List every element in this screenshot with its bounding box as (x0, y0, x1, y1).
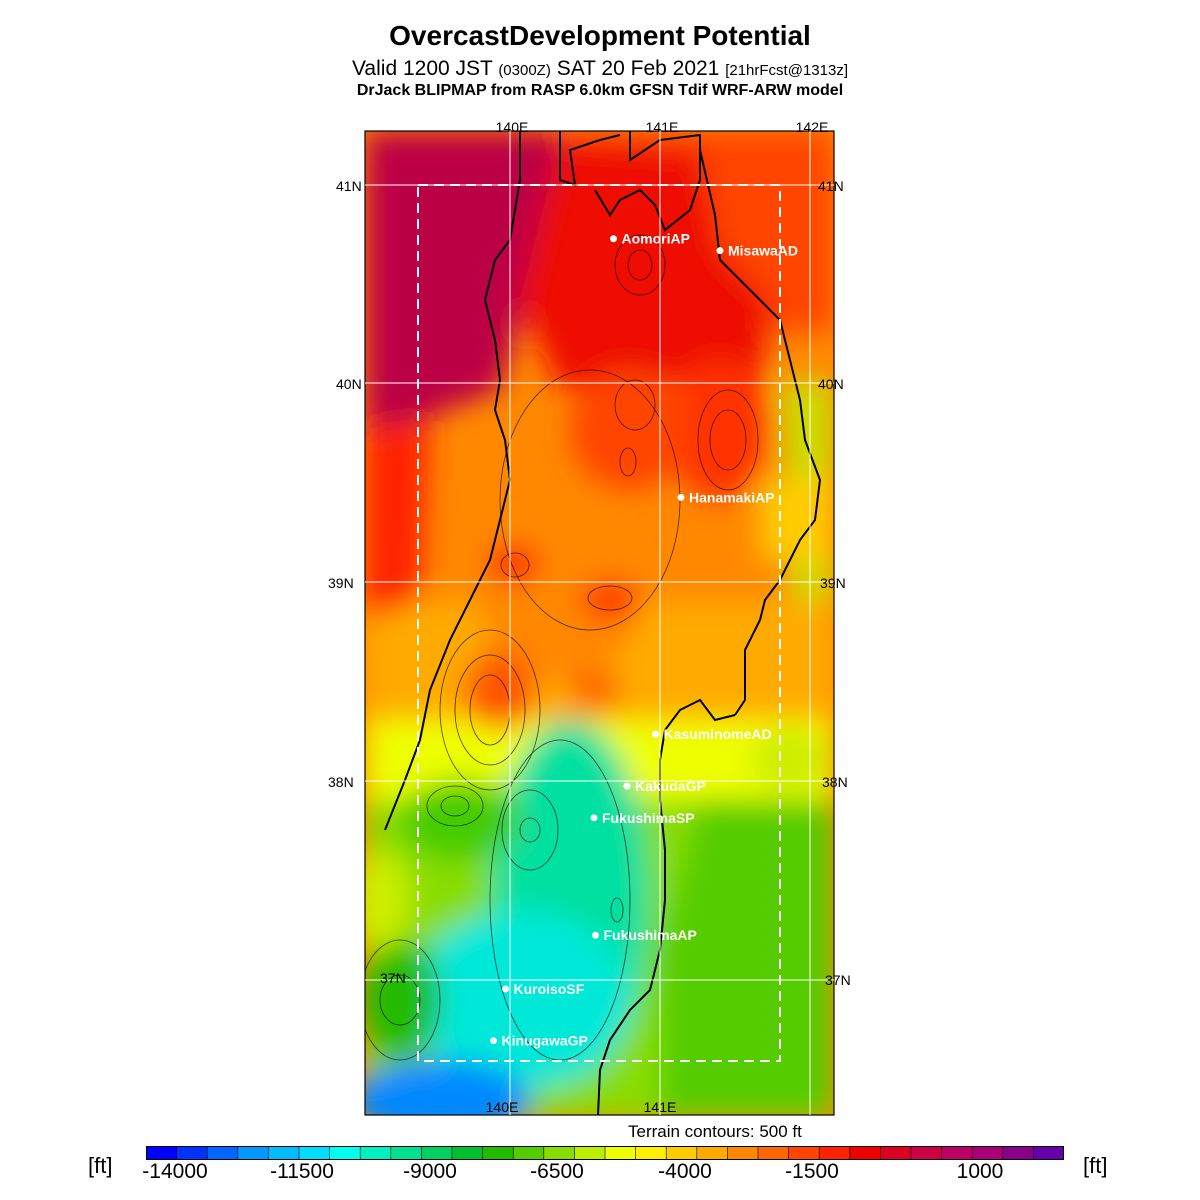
forecast-info: [21hrFcst@1313z] (725, 62, 848, 79)
colorbar-swatch (390, 1146, 422, 1160)
colorbar-swatch (1033, 1146, 1064, 1160)
station-marker (623, 782, 631, 790)
colorbar-swatch (1002, 1146, 1034, 1160)
station-label: KasuminomeAD (664, 726, 772, 742)
colorbar-swatch (696, 1146, 728, 1160)
colorbar-tick-label: -1500 (785, 1160, 839, 1183)
station-marker (592, 931, 599, 939)
colorbar-swatch (635, 1146, 667, 1160)
colorbar-swatch (329, 1146, 361, 1160)
valid-time: Valid 1200 JST (351, 57, 493, 80)
lat-label-left: 37N (380, 970, 406, 986)
colorbar-swatch (360, 1146, 392, 1160)
colorbar-tick-label: -11500 (270, 1160, 334, 1183)
colorbar-tick-label: -6500 (530, 1160, 584, 1183)
lon-label-bottom: 140E (486, 1099, 519, 1115)
lat-label-left: 39N (328, 575, 354, 591)
colorbar-swatch (819, 1146, 851, 1160)
lat-label-right: 39N (820, 575, 846, 591)
lat-label-left: 41N (336, 178, 362, 194)
lat-label-right: 37N (825, 972, 851, 988)
station-label: AomoriAP (622, 231, 690, 247)
lon-label-top: 141E (646, 119, 679, 135)
station-label: KuroisoSF (514, 981, 585, 997)
utc-time: (0300Z) (498, 62, 551, 79)
station-label: KinugawaGP (502, 1033, 588, 1049)
colorbar-swatch (574, 1146, 606, 1160)
colorbar-swatch (911, 1146, 943, 1160)
colorbar-unit-left: [ft] (88, 1153, 113, 1178)
station-label: KakudaGP (635, 778, 706, 794)
colorbar-tick-label: -14000 (142, 1160, 208, 1183)
colorbar-swatch (972, 1146, 1004, 1160)
colorbar-swatch (543, 1146, 575, 1160)
station-marker (677, 493, 685, 501)
station-marker (652, 730, 659, 738)
lat-label-right: 40N (818, 376, 844, 392)
lon-label-top: 140E (496, 119, 529, 135)
station-marker (716, 247, 724, 255)
lat-label-left: 38N (328, 774, 354, 790)
colorbar-swatch (513, 1146, 545, 1160)
lon-label-bottom: 141E (644, 1099, 677, 1115)
model-description: DrJack BLIPMAP from RASP 6.0km GFSN Tdif… (356, 82, 844, 99)
colorbar-swatch (176, 1146, 208, 1160)
station-marker (610, 235, 617, 243)
station-label: MisawaAD (728, 243, 798, 259)
contour-note: Terrain contours: 500 ft (628, 1122, 802, 1141)
valid-date: SAT 20 Feb 2021 (556, 57, 720, 80)
map-field (365, 131, 834, 1115)
colorbar-tick-label: 1000 (956, 1160, 1004, 1183)
colorbar-swatch (727, 1146, 759, 1160)
colorbar-swatch (666, 1146, 698, 1160)
colorbar-unit-right: [ft] (1083, 1153, 1108, 1178)
station-layer: AomoriAP MisawaAD HanamakiAP KasuminomeAD Ka… (490, 231, 798, 1049)
graticule (365, 131, 834, 1115)
colorbar-swatch (605, 1146, 637, 1160)
colorbar-swatch (788, 1146, 820, 1160)
chart-title: OvercastDevelopment Potential (389, 20, 811, 51)
colorbar-swatch (452, 1146, 484, 1160)
station-label: FukushimaAP (604, 927, 697, 943)
station-marker (590, 814, 598, 822)
colorbar-swatch (146, 1146, 178, 1160)
lat-label-left: 40N (336, 376, 362, 392)
valid-time-line: Valid 1200 JST (0300Z) SAT 20 Feb 2021 [… (0, 57, 1200, 81)
lat-label-right: 38N (822, 774, 848, 790)
colorbar-swatch (237, 1146, 269, 1160)
inner-domain-box (417, 184, 781, 1062)
colorbar-swatch (941, 1146, 973, 1160)
station-marker (502, 985, 509, 993)
colorbar-tick-label: -4000 (658, 1160, 712, 1183)
station-label: FukushimaSP (602, 810, 695, 826)
colorbar-swatch (268, 1146, 300, 1160)
colorbar-swatch (880, 1146, 912, 1160)
terrain-contours (365, 234, 759, 1061)
colorbar-swatch (207, 1146, 239, 1160)
colorbar-swatch (421, 1146, 453, 1160)
colorbar-swatch (758, 1146, 790, 1160)
colorbar (146, 1146, 1064, 1160)
colorbar-swatch (849, 1146, 881, 1160)
colorbar-tick-label: -9000 (403, 1160, 457, 1183)
station-label: HanamakiAP (689, 489, 775, 505)
colorbar-swatch (299, 1146, 331, 1160)
station-marker (490, 1037, 497, 1045)
lat-label-right: 41N (818, 178, 844, 194)
colorbar-swatch (482, 1146, 514, 1160)
lon-label-top: 142E (796, 119, 829, 135)
